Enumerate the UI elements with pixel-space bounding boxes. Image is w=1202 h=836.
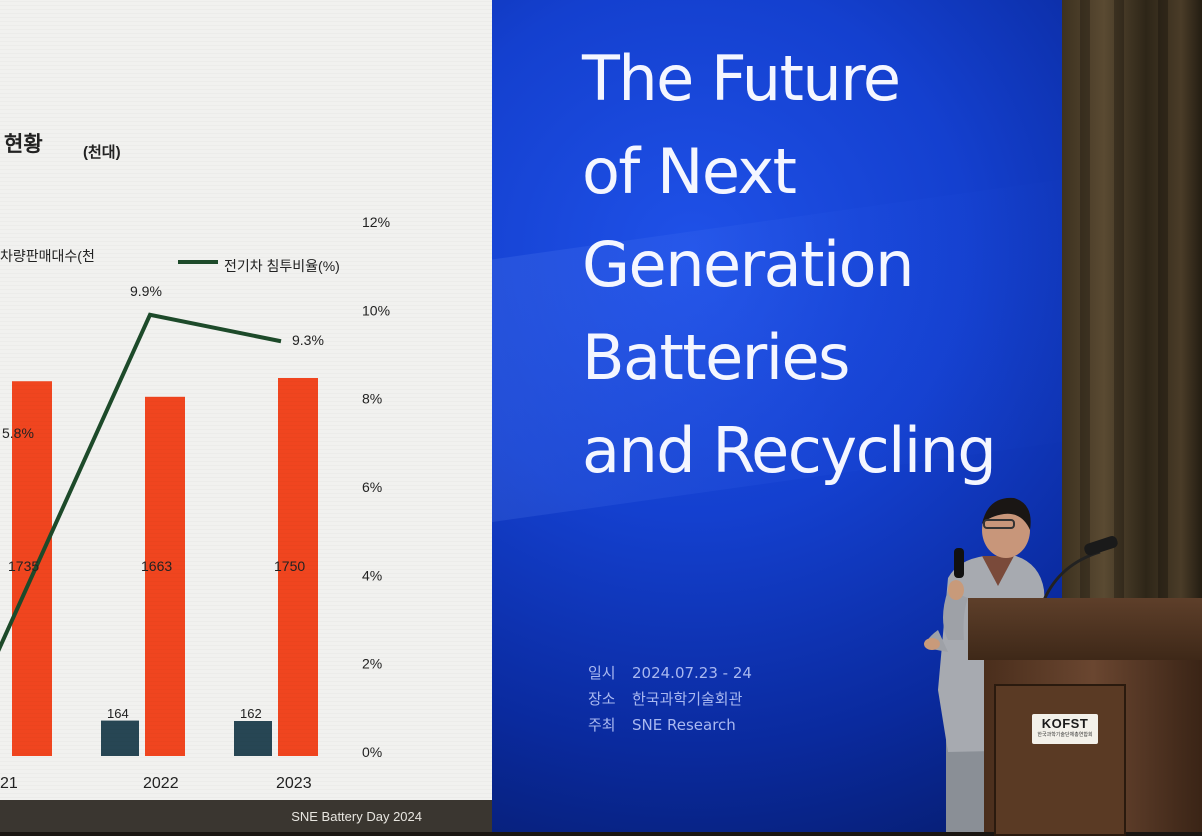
curtain-fold (1158, 0, 1168, 640)
chart-title: 현황 (4, 133, 43, 156)
bar-ev (101, 720, 139, 756)
legend-sales: 차량판매대수(천 (0, 248, 95, 264)
info-label: 주최 (588, 716, 616, 734)
y2-tick-label: 10% (362, 302, 390, 318)
y2-tick-label: 2% (362, 656, 382, 672)
y2-tick-label: 6% (362, 479, 382, 495)
chart-unit: (천대) (83, 144, 121, 161)
x-category-label: 2022 (143, 775, 179, 792)
bar-ev (234, 721, 272, 756)
title-line: of Next (582, 135, 797, 208)
title-line: Batteries (582, 321, 850, 394)
x-category-label: 21 (0, 775, 18, 792)
title-line: The Future (582, 42, 901, 115)
event-info: 일시 2024.07.23 - 24 장소 한국과학기술회관 주최 SNE Resea… (588, 660, 752, 738)
kofst-logo: KOFST 한국과학기술단체총연합회 (1032, 714, 1098, 744)
bar-total-label: 1663 (141, 558, 172, 574)
chart-screen: 현황 (천대) 차량판매대수(천 전기차 침투비율(%) 1735 1663 175… (0, 0, 492, 802)
info-value: 2024.07.23 - 24 (632, 664, 752, 682)
y2-tick-label: 4% (362, 567, 382, 583)
info-host: 주최 SNE Research (588, 712, 752, 738)
bar-total-label: 1735 (8, 558, 39, 574)
bar-total (145, 396, 185, 756)
info-label: 일시 (588, 664, 616, 682)
legend-rate: 전기차 침투비율(%) (224, 258, 340, 274)
rate-line (0, 312, 282, 652)
podium-top (968, 598, 1202, 660)
bar-ev-label: 164 (107, 706, 129, 721)
title-line: Generation (582, 228, 914, 301)
curtain-fold (1114, 0, 1124, 640)
bar-total (12, 381, 52, 756)
bar-total (278, 378, 318, 756)
rate-label: 9.9% (130, 283, 162, 299)
info-value: 한국과학기술회관 (632, 690, 743, 708)
title-line: and Recycling (582, 414, 997, 487)
kofst-logo-text: KOFST (1041, 716, 1089, 731)
legend-line-swatch (178, 260, 218, 264)
screen-bottom-bar: SNE Battery Day 2024 (0, 800, 492, 832)
footer-text: SNE Battery Day 2024 (291, 809, 422, 824)
bar-total-label: 1750 (274, 558, 305, 574)
y2-tick-label: 8% (362, 391, 382, 407)
y2-tick-label: 0% (362, 744, 382, 760)
title-slide: The Future of Next Generation Batteries … (492, 0, 1064, 832)
chart-svg: 1735 1663 1750 164 162 5.8% 9.9% 9.3% 0% 2% 4% 6% 8… (0, 214, 390, 792)
rate-label: 9.3% (292, 332, 324, 348)
info-label: 장소 (588, 690, 616, 708)
slide-title: The Future of Next Generation Batteries … (582, 32, 1052, 497)
info-venue: 장소 한국과학기술회관 (588, 686, 752, 712)
x-category-label: 2023 (276, 775, 312, 792)
podium-panel (994, 684, 1126, 836)
info-value: SNE Research (632, 716, 736, 734)
rate-label: 5.8% (2, 425, 34, 441)
kofst-logo-subtext: 한국과학기술단체총연합회 (1037, 732, 1093, 738)
info-date: 일시 2024.07.23 - 24 (588, 660, 752, 686)
y2-tick-label: 12% (362, 214, 390, 230)
curtain-fold (1080, 0, 1090, 640)
bar-ev-label: 162 (240, 706, 262, 721)
lectern-microphone (1042, 536, 1118, 601)
